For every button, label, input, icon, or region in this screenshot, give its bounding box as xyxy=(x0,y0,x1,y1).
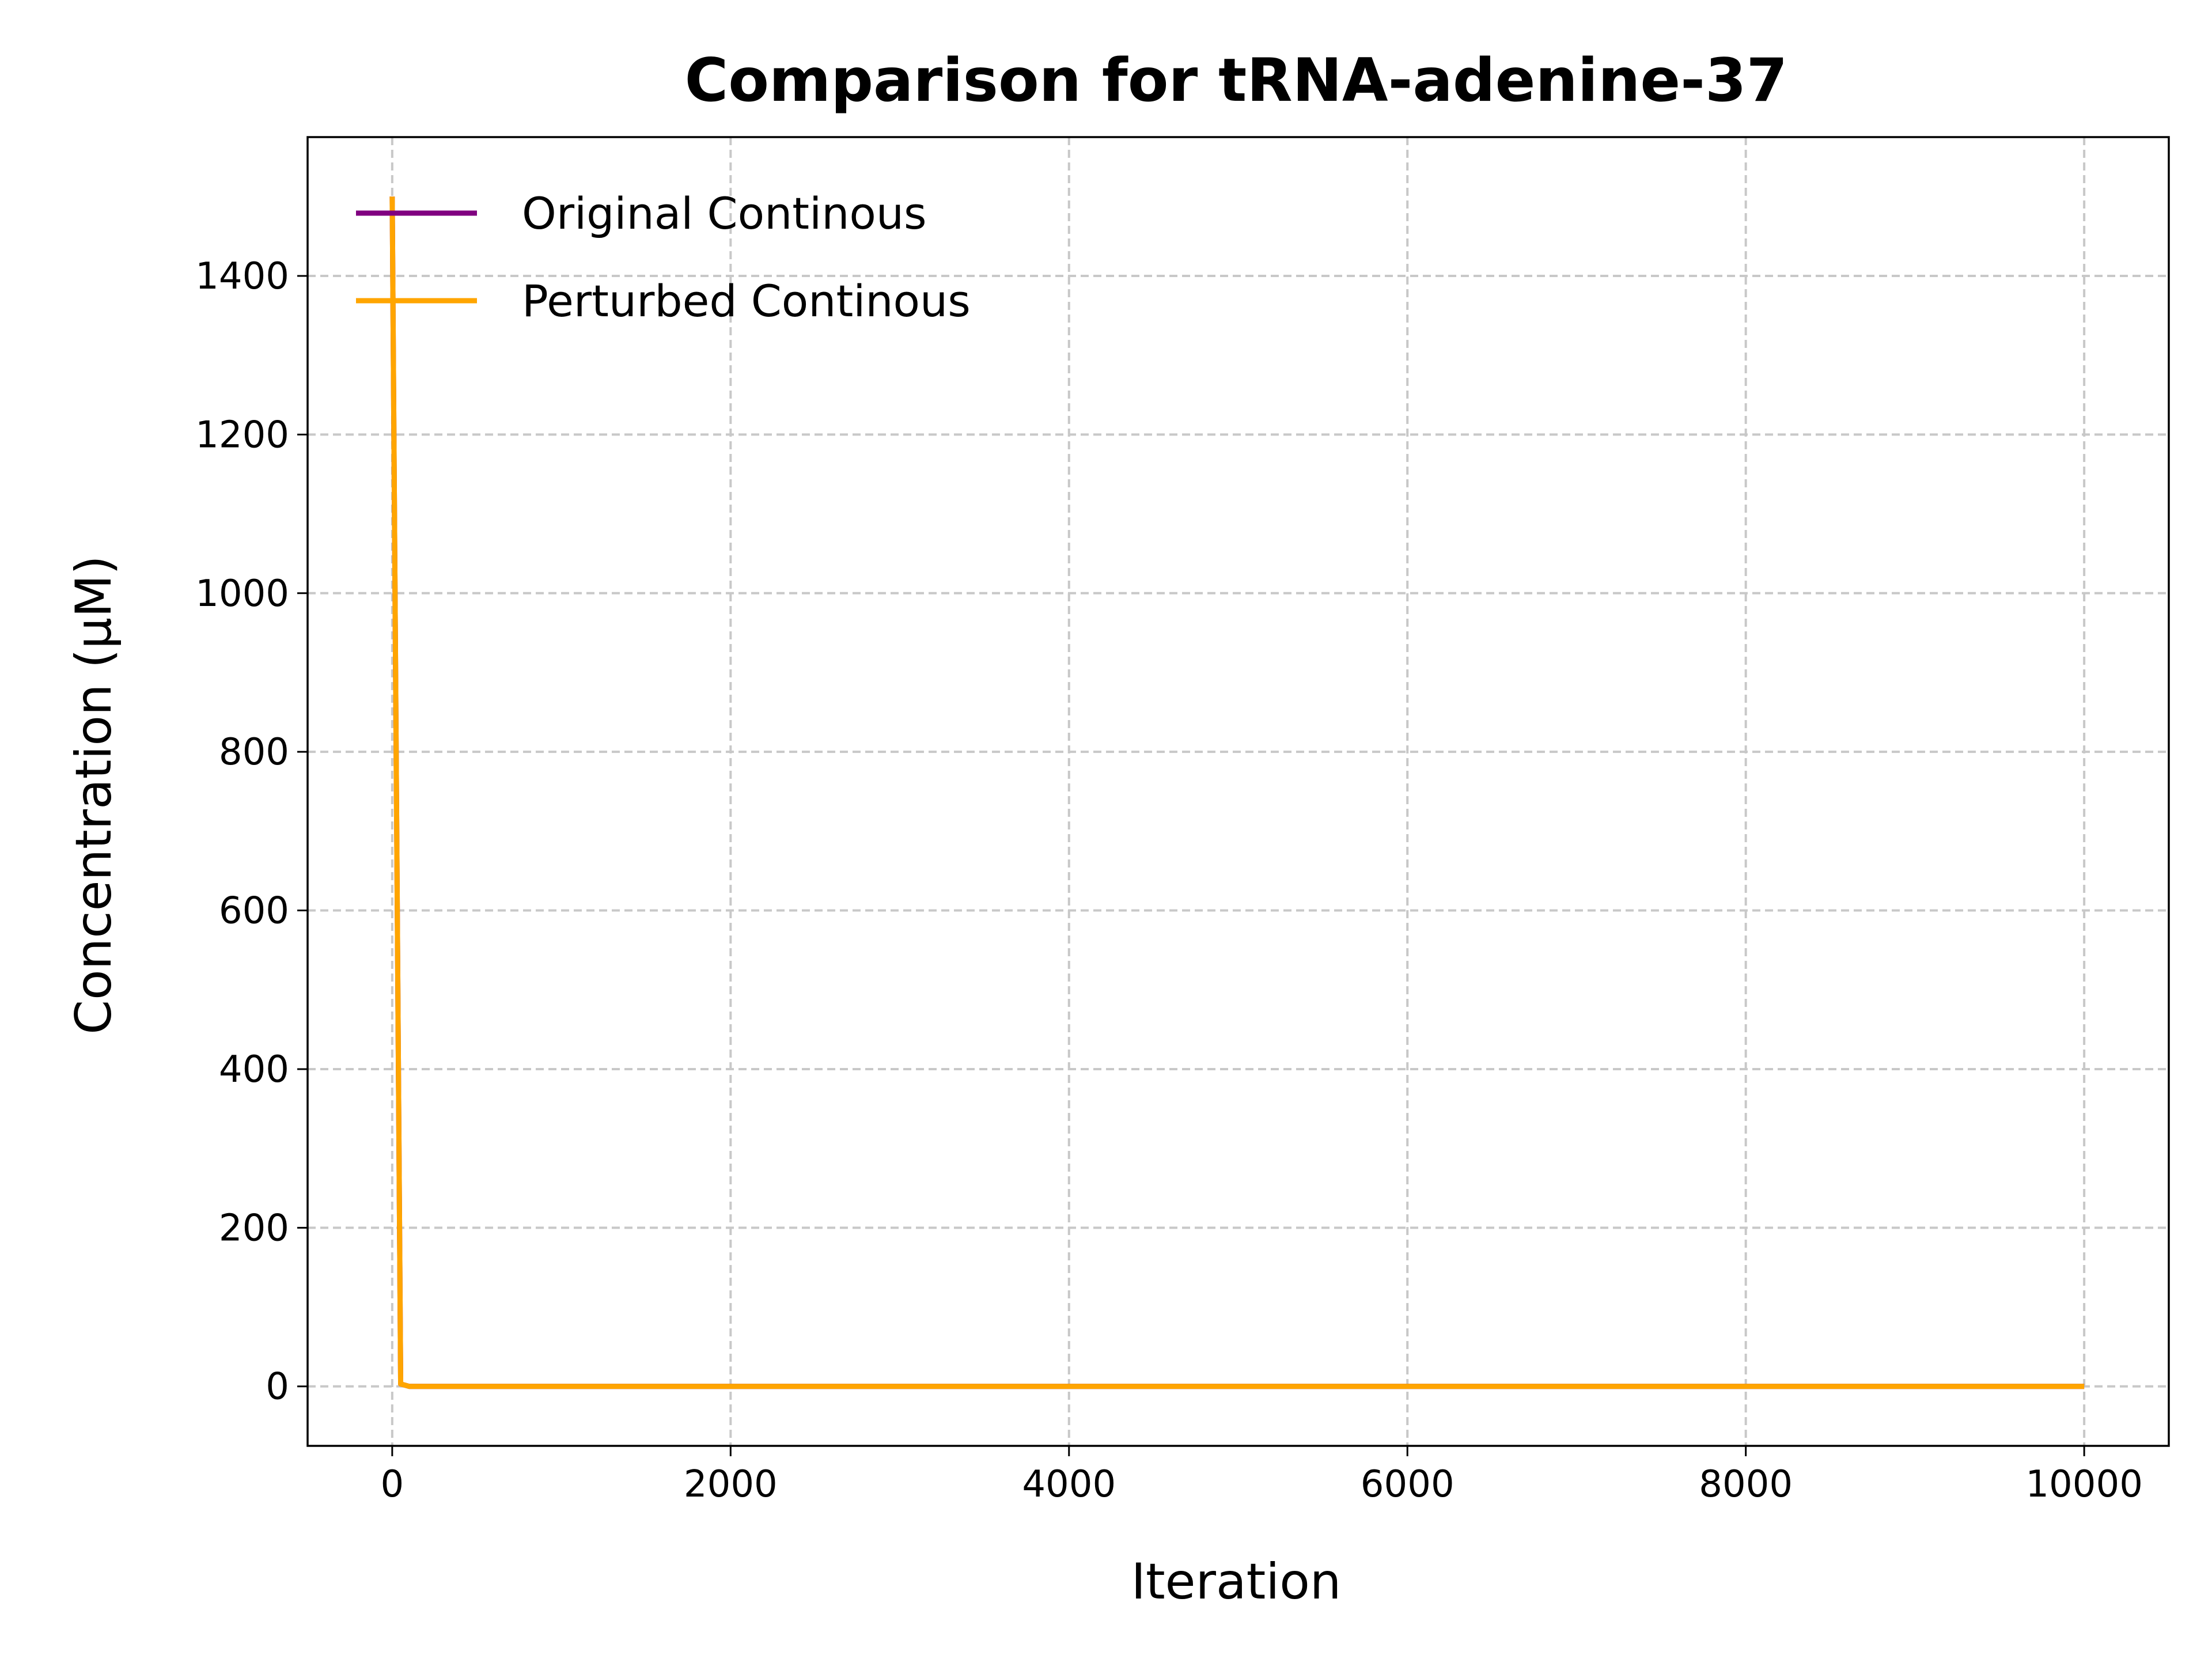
legend-label-2: Perturbed Continous xyxy=(522,275,971,327)
series-line-1 xyxy=(389,196,2085,1389)
y-tick-label: 1200 xyxy=(195,414,289,456)
y-tick-label: 600 xyxy=(219,890,289,933)
y-tick-label: 200 xyxy=(219,1207,289,1249)
grid xyxy=(308,137,2169,1446)
x-tick-label: 4000 xyxy=(1022,1463,1116,1506)
x-tick-label: 6000 xyxy=(1361,1463,1455,1506)
series-lines xyxy=(389,196,2085,1389)
x-tick-label: 2000 xyxy=(684,1463,778,1506)
plot-frame xyxy=(306,136,2170,1447)
x-tick-label: 8000 xyxy=(1699,1463,1793,1506)
y-tick-label: 0 xyxy=(266,1366,289,1408)
y-tick-label: 1000 xyxy=(195,573,289,615)
y-tick-label: 1400 xyxy=(195,255,289,298)
legend: Original Continous Perturbed Continous xyxy=(356,188,971,327)
legend-label-1: Original Continous xyxy=(522,188,927,239)
chart-title: Comparison for tRNA-adenine-37 xyxy=(685,46,1788,115)
x-tick-label: 10000 xyxy=(2025,1463,2143,1506)
y-axis-ticks: 0 200 400 600 800 1000 1200 1400 xyxy=(195,255,308,1408)
y-tick-label: 800 xyxy=(219,731,289,774)
x-tick-label: 0 xyxy=(381,1463,404,1506)
x-axis-ticks: 0 2000 4000 6000 8000 10000 xyxy=(381,1446,2143,1506)
x-axis-label: Iteration xyxy=(1131,1553,1342,1611)
y-axis-label: Concentration (μM) xyxy=(65,555,123,1035)
series-line-2 xyxy=(389,196,2085,1389)
y-tick-label: 400 xyxy=(219,1048,289,1091)
